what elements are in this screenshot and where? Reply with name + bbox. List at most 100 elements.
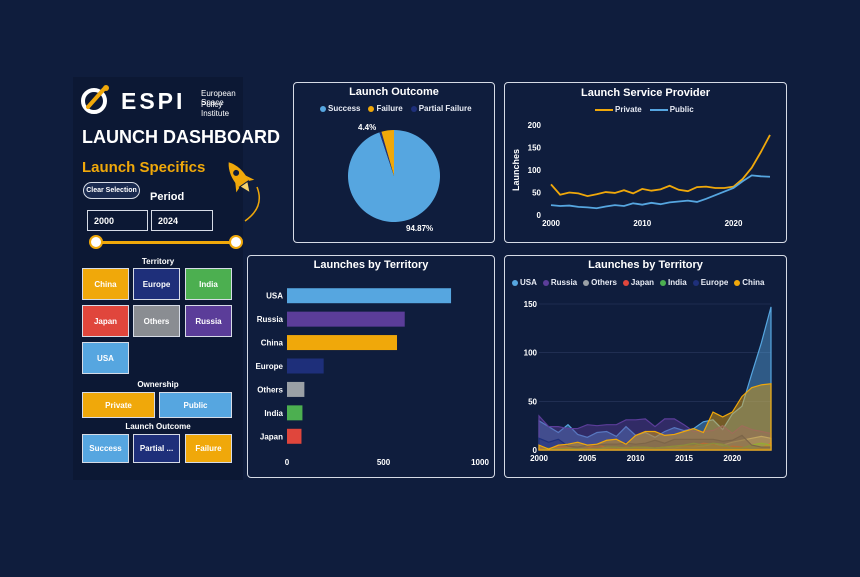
- ownership-public-button[interactable]: Public: [159, 392, 232, 418]
- legend-public-swatch: [649, 108, 668, 111]
- territory-russia-button[interactable]: Russia: [185, 305, 232, 337]
- bar-usa: [287, 288, 452, 304]
- launch-service-provider-title: Launch Service Provider: [581, 87, 710, 99]
- x-tick-label: 500: [377, 458, 391, 467]
- territory-china-button[interactable]: China: [82, 268, 129, 300]
- y-tick-label: 150: [524, 300, 538, 309]
- legend-swatch-usa: [512, 279, 518, 286]
- category-label-japan: Japan: [260, 432, 283, 441]
- y-axis-label: Launches: [511, 149, 521, 191]
- series-line-public: [550, 174, 771, 210]
- pie-label-success: 94.87%: [406, 224, 433, 233]
- launches-by-territory-bar-panel: Launches by Territory USA Russia China Euro…: [247, 255, 495, 478]
- outcome-partial-failure-button[interactable]: Partial ...: [133, 434, 180, 463]
- category-label-china: China: [261, 339, 284, 348]
- legend-swatch-japan: [622, 279, 629, 286]
- y-tick-label: 50: [532, 189, 541, 198]
- category-label-others: Others: [257, 385, 283, 394]
- launches-by-territory-area-panel: Launches by Territory USA Russia Others Jap…: [504, 255, 787, 478]
- launches-by-territory-bar-title: Launches by Territory: [313, 259, 429, 271]
- ownership-label: Ownership: [137, 380, 179, 389]
- category-label-russia: Russia: [257, 315, 284, 324]
- series-area-china: [538, 383, 772, 451]
- x-tick-label: 2000: [542, 219, 560, 228]
- territory-usa-button[interactable]: USA: [82, 342, 129, 374]
- legend-failure-label: Failure: [376, 104, 403, 113]
- x-tick-label: 2020: [725, 219, 743, 228]
- period-end-input[interactable]: 2024: [151, 210, 213, 231]
- org-name-line2: Policy Institute: [201, 100, 230, 118]
- outcome-failure-button[interactable]: Failure: [185, 434, 232, 463]
- launch-service-provider-line-chart: 0 50 100 150 200 2000 2010 2020 Launches: [511, 121, 771, 228]
- legend-failure-swatch: [368, 105, 375, 112]
- ownership-private-button[interactable]: Private: [82, 392, 155, 418]
- x-tick-label: 1000: [471, 458, 489, 467]
- x-tick-label: 2020: [723, 454, 741, 463]
- legend-success-label: Success: [328, 104, 361, 113]
- period-label: Period: [150, 191, 185, 203]
- legend-item-others: Others: [583, 278, 617, 287]
- launch-outcome-panel: Launch Outcome Success Failure Partial F…: [293, 82, 495, 243]
- series-area-usa: [538, 306, 772, 451]
- pie-slice-failure: [381, 130, 394, 176]
- period-start-input[interactable]: 2000: [87, 210, 148, 231]
- clear-selection-button[interactable]: Clear Selection: [83, 182, 140, 199]
- outcome-success-button[interactable]: Success: [82, 434, 129, 463]
- launches-by-territory-bar-chart: USA Russia China Europe Others India Japan 0 500…: [255, 288, 489, 467]
- x-tick-label: 2005: [578, 454, 596, 463]
- legend-label-usa: USA: [520, 278, 537, 287]
- dashboard-title: LAUNCH DASHBOARD: [82, 127, 280, 147]
- legend-swatch-india: [660, 279, 667, 286]
- y-tick-label: 50: [528, 397, 537, 406]
- org-name-line1: European Space: [201, 89, 236, 107]
- legend-swatch-russia: [542, 279, 549, 286]
- y-tick-label: 200: [528, 121, 542, 130]
- territory-india-button[interactable]: India: [185, 268, 232, 300]
- launch-service-provider-panel: Launch Service Provider Private Public 0…: [504, 82, 787, 243]
- espi-logo-icon: [81, 85, 109, 114]
- y-tick-label: 100: [528, 166, 542, 175]
- launch-specifics-title: Launch Specifics: [82, 159, 206, 176]
- legend-swatch-china: [734, 279, 741, 286]
- y-tick-label: 150: [528, 144, 542, 153]
- legend-label-others: Others: [591, 278, 617, 287]
- series-line-private: [550, 134, 771, 198]
- bar-china: [287, 335, 398, 351]
- category-label-europe: Europe: [255, 362, 283, 371]
- x-tick-label: 2010: [633, 219, 651, 228]
- launches-by-territory-area-chart: 0 50 100 150 2000 2005 2010 2015 2020: [524, 300, 772, 463]
- y-tick-label: 100: [524, 349, 538, 358]
- territory-europe-button[interactable]: Europe: [133, 268, 180, 300]
- x-tick-label: 2010: [627, 454, 645, 463]
- launch-outcome-label: Launch Outcome: [125, 422, 191, 431]
- series-area-india: [538, 442, 772, 451]
- legend-item-usa: USA: [512, 278, 537, 287]
- period-slider-start-handle[interactable]: [89, 235, 103, 249]
- bar-europe: [287, 358, 324, 374]
- series-area-russia: [538, 414, 772, 451]
- pie-slice-partial-failure: [379, 131, 394, 176]
- y-tick-label: 0: [533, 446, 538, 455]
- legend-label-india: India: [668, 278, 687, 287]
- bar-india: [287, 405, 303, 421]
- launch-outcome-title: Launch Outcome: [349, 86, 439, 98]
- legend-item-india: India: [660, 278, 687, 287]
- territory-japan-button[interactable]: Japan: [82, 305, 129, 337]
- legend-success-swatch: [320, 105, 326, 112]
- legend-label-china: China: [742, 278, 765, 287]
- legend-item-russia: Russia: [542, 278, 577, 287]
- territory-label: Territory: [141, 257, 175, 266]
- pie-label-failure: 4.4%: [358, 123, 376, 132]
- period-slider-track[interactable]: [96, 241, 236, 244]
- period-slider-end-handle[interactable]: [229, 235, 243, 249]
- series-area-europe: [538, 434, 772, 451]
- legend-swatch-others: [583, 279, 590, 286]
- logo-text: ESPI: [121, 88, 186, 114]
- legend-private-label: Private: [615, 105, 642, 114]
- filter-panel: ESPI European Space Policy Institute LAU…: [73, 77, 280, 480]
- legend-item-china: China: [734, 278, 765, 287]
- launch-outcome-pie-chart: 94.87% 4.4%: [348, 123, 440, 233]
- legend-label-europe: Europe: [700, 278, 729, 287]
- category-label-usa: USA: [266, 292, 283, 301]
- territory-others-button[interactable]: Others: [133, 305, 180, 337]
